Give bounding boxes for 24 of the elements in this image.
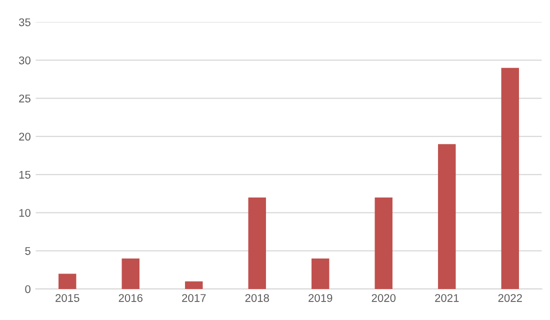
x-tick-label: 2015: [56, 294, 80, 302]
y-tick-label: 25: [19, 94, 30, 102]
bar: [501, 68, 519, 289]
bar: [312, 258, 330, 289]
y-tick-label: 5: [25, 247, 30, 255]
bar: [374, 197, 392, 289]
bar: [438, 144, 456, 289]
bar: [185, 281, 203, 289]
y-tick-label: 15: [19, 170, 30, 179]
bar: [122, 258, 140, 289]
x-tick-label: 2021: [435, 294, 459, 302]
x-tick-label: 2022: [498, 294, 522, 302]
x-tick-label: 2019: [308, 294, 332, 302]
bar: [248, 197, 266, 289]
x-tick-label: 2017: [182, 294, 206, 302]
x-tick-label: 2018: [245, 294, 269, 302]
y-tick-label: 20: [19, 132, 30, 141]
bar: [58, 274, 76, 289]
x-tick-label: 2020: [372, 294, 396, 302]
x-tick-label: 2016: [118, 294, 142, 302]
y-tick-label: 10: [19, 208, 30, 217]
y-tick-label: 35: [18, 18, 30, 26]
y-tick-label: 0: [25, 285, 30, 294]
y-tick-label: 30: [18, 56, 30, 64]
